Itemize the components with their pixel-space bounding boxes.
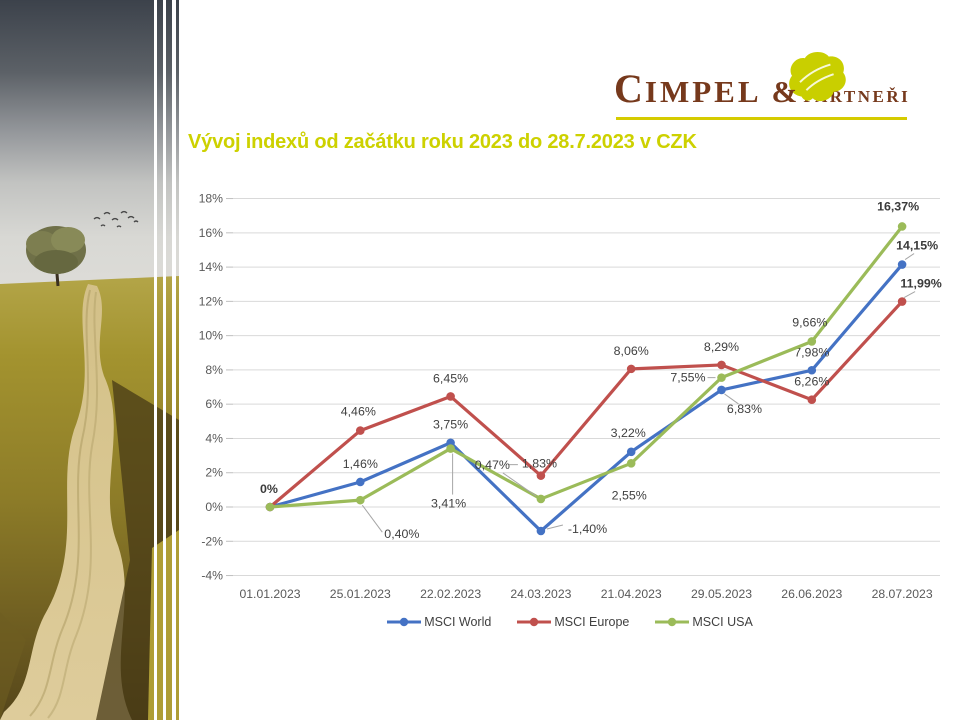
- label-leader-line: [361, 504, 383, 533]
- landscape-photo-art: [0, 0, 179, 720]
- data-label: 1,46%: [343, 457, 378, 471]
- data-point-marker: [807, 395, 817, 405]
- data-label: -1,40%: [568, 522, 607, 536]
- y-axis-label: 0%: [205, 500, 223, 514]
- data-label: 3,41%: [431, 497, 466, 511]
- data-label: 0%: [260, 482, 278, 496]
- data-point-marker: [717, 360, 726, 370]
- y-axis-label: -2%: [201, 534, 223, 548]
- company-logo: C IMPEL & PARTNEŘI: [614, 51, 910, 120]
- legend-label: MSCI Europe: [554, 615, 630, 629]
- x-axis-label: 28.07.2023: [872, 587, 933, 601]
- legend-item-msci-usa: MSCI USA: [655, 615, 753, 629]
- legend-item-msci-europe: MSCI Europe: [517, 615, 629, 629]
- data-label: 2,55%: [612, 488, 647, 502]
- legend-label: MSCI USA: [692, 615, 753, 629]
- data-point-marker: [536, 471, 546, 480]
- data-label: 3,75%: [433, 418, 468, 432]
- label-leader-line: [904, 253, 915, 260]
- y-axis-label: 10%: [199, 329, 224, 343]
- data-label: 0,47%: [475, 458, 510, 472]
- data-label: 8,06%: [614, 344, 649, 358]
- y-axis-label: 16%: [199, 226, 224, 240]
- legend-marker-icon: [655, 617, 690, 627]
- legend-item-msci-world: MSCI World: [387, 615, 491, 629]
- data-point-marker: [897, 222, 907, 231]
- line-chart-canvas: 18% 16% 14% 12% 10% 8% 6% 4% 2% 0% -2% -4% 01.01.202…: [199, 192, 942, 601]
- data-label: 6,45%: [433, 371, 468, 385]
- data-label: 16,37%: [877, 199, 919, 213]
- landscape-photo: [0, 0, 179, 720]
- data-label: 1,83%: [522, 457, 557, 471]
- data-point-marker: [717, 385, 726, 395]
- x-axis-label: 21.04.2023: [601, 587, 662, 601]
- series-line-msci-world: [268, 262, 904, 533]
- y-axis-label: 12%: [199, 294, 224, 308]
- legend-marker-icon: [387, 617, 422, 627]
- y-axis-label: 2%: [205, 466, 223, 480]
- data-label: 11,99%: [900, 277, 941, 291]
- chart-legend: MSCI World MSCI Europe MSCI USA: [185, 615, 955, 629]
- legend-marker-icon: [517, 617, 552, 627]
- series-line-msci-usa: [268, 224, 904, 509]
- y-axis-label: -4%: [201, 569, 223, 583]
- y-axis-label: 4%: [205, 431, 223, 445]
- data-point-marker: [807, 337, 817, 346]
- legend-label: MSCI World: [424, 615, 492, 629]
- data-point-marker: [446, 392, 455, 401]
- y-axis-label: 6%: [205, 397, 223, 411]
- data-label: 14,15%: [896, 239, 938, 253]
- x-axis-label: 26.06.2023: [781, 587, 842, 601]
- label-leader-line: [724, 393, 739, 405]
- line-chart: 18% 16% 14% 12% 10% 8% 6% 4% 2% 0% -2% -4% 01.01.202…: [185, 180, 960, 610]
- divider-line-2: [162, 0, 166, 720]
- data-point-marker: [717, 373, 726, 382]
- data-label: 8,29%: [704, 340, 739, 354]
- logo-underline: [616, 117, 907, 120]
- logo-tree-icon: [789, 51, 846, 102]
- data-point-marker: [897, 297, 907, 306]
- data-point-marker: [626, 459, 636, 468]
- data-point-marker: [265, 502, 275, 512]
- data-point-marker: [897, 260, 907, 269]
- data-label: 7,98%: [794, 345, 829, 359]
- logo-text: C IMPEL & PARTNEŘI: [614, 65, 910, 112]
- data-label: 4,46%: [341, 405, 376, 419]
- y-axis-label: 18%: [199, 192, 224, 206]
- data-point-marker: [356, 495, 365, 505]
- x-axis-label: 01.01.2023: [240, 587, 301, 601]
- data-label: 7,55%: [670, 371, 705, 385]
- data-label: 0,40%: [384, 527, 419, 541]
- x-axis-label: 22.02.2023: [420, 587, 481, 601]
- x-axis-label: 29.05.2023: [691, 587, 752, 601]
- divider-line-1: [154, 0, 157, 720]
- data-point-marker: [807, 365, 817, 375]
- series-line-msci-europe: [268, 299, 904, 509]
- data-point-marker: [626, 364, 636, 374]
- data-point-marker: [446, 444, 455, 453]
- y-axis-label: 8%: [205, 363, 223, 377]
- data-label: 3,22%: [611, 426, 646, 440]
- x-axis-label: 25.01.2023: [330, 587, 391, 601]
- logo-text-primary: IMPEL: [644, 74, 762, 109]
- y-axis-label: 14%: [199, 260, 224, 274]
- data-point-marker: [626, 447, 636, 457]
- label-leader-line: [502, 472, 537, 497]
- birds: [93, 210, 139, 228]
- divider-line-3: [171, 0, 176, 720]
- data-label: 6,26%: [794, 375, 829, 389]
- data-label: 6,83%: [727, 402, 762, 416]
- data-point-marker: [536, 494, 546, 504]
- logo-text-initial: C: [614, 66, 645, 111]
- data-label: 9,66%: [792, 315, 827, 329]
- data-point-marker: [356, 426, 365, 435]
- data-point-marker: [536, 526, 546, 536]
- data-point-marker: [356, 477, 365, 487]
- label-leader-line: [903, 291, 916, 298]
- x-axis-label: 24.03.2023: [510, 587, 571, 601]
- page-title: Vývoj indexů od začátku roku 2023 do 28.…: [188, 131, 697, 153]
- logo-ampersand: &: [771, 74, 798, 109]
- label-leader-line: [546, 524, 564, 530]
